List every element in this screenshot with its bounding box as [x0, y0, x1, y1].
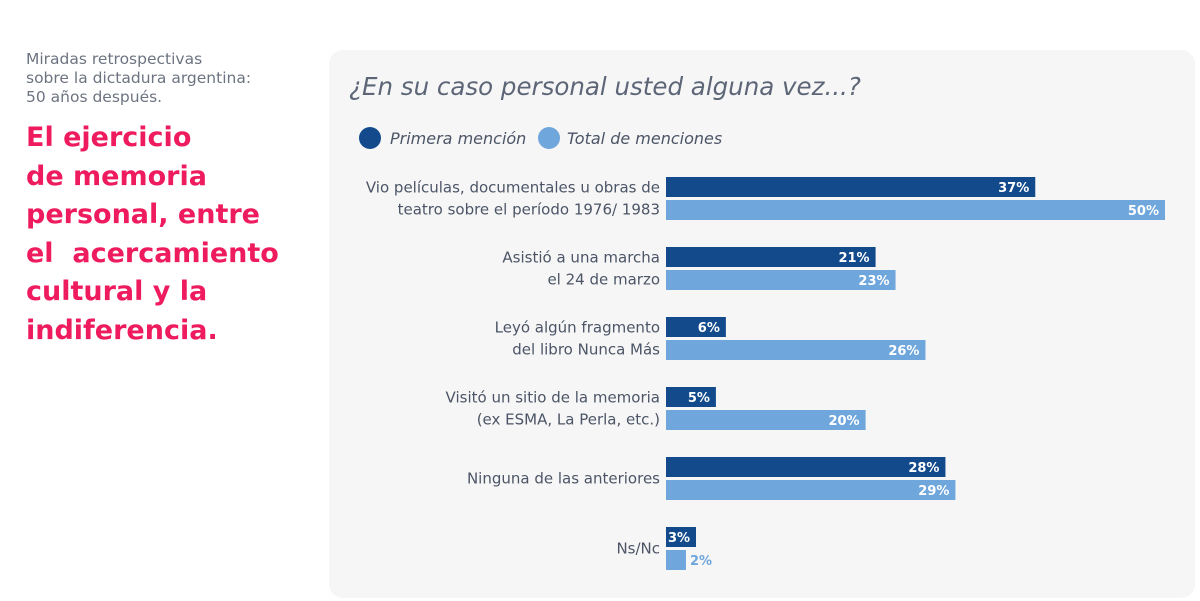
headline-line: El ejercicio — [26, 122, 192, 153]
chart: ¿En su caso personal usted alguna vez...… — [349, 72, 1165, 570]
bar-primera-mencion — [666, 177, 1036, 197]
category-label: Vio películas, documentales u obras de — [366, 179, 660, 197]
kicker-text: Miradas retrospectivas sobre la dictadura… — [26, 50, 316, 107]
bars-group: Vio películas, documentales u obras de te… — [366, 177, 1165, 570]
category-label: el 24 de marzo — [547, 271, 660, 289]
headline-line: cultural y la — [26, 276, 208, 307]
bar-primera-mencion — [666, 247, 876, 267]
headline: El ejercicio de memoria personal, entre el … — [26, 119, 316, 350]
kicker-line: Miradas retrospectivas — [26, 50, 203, 68]
legend-label-primera: Primera mención — [390, 129, 526, 148]
legend-swatch-total — [538, 127, 560, 149]
data-label-primera: 6% — [698, 321, 720, 336]
left-panel: Miradas retrospectivas sobre la dictadura… — [26, 50, 316, 350]
kicker-line: sobre la dictadura argentina: — [26, 69, 252, 87]
data-label-primera: 21% — [838, 251, 869, 266]
headline-line: indiferencia. — [26, 314, 218, 346]
legend-label-total: Total de menciones — [567, 129, 722, 148]
data-label-primera: 3% — [668, 531, 690, 546]
category-label: Ninguna de las anteriores — [467, 470, 660, 488]
chart-title: ¿En su caso personal usted alguna vez...… — [349, 72, 861, 101]
category-label: Asistió a una marcha — [502, 249, 660, 267]
category-label: Visitó un sitio de la memoria — [446, 389, 660, 407]
data-label-total: 2% — [690, 554, 712, 569]
bar-total-menciones — [666, 270, 896, 290]
bar-primera-mencion — [666, 387, 716, 407]
category-label: (ex ESMA, La Perla, etc.) — [477, 411, 660, 429]
data-label-total: 26% — [888, 344, 919, 359]
data-label-total: 23% — [858, 274, 889, 289]
kicker-line: 50 años después. — [26, 88, 163, 106]
headline-line: de memoria — [26, 160, 207, 192]
bar-total-menciones — [666, 480, 956, 500]
headline-line: el acercamiento — [26, 237, 279, 269]
bar-total-menciones — [666, 550, 686, 570]
data-label-total: 29% — [918, 484, 949, 499]
category-label: teatro sobre el período 1976/ 1983 — [398, 201, 660, 219]
data-label-primera: 28% — [908, 461, 939, 476]
data-label-total: 20% — [828, 414, 859, 429]
legend-swatch-primera — [359, 127, 381, 149]
bar-total-menciones — [666, 410, 866, 430]
data-label-total: 50% — [1128, 204, 1159, 219]
bar-total-menciones — [666, 200, 1165, 220]
category-label: Leyó algún fragmento — [495, 319, 660, 337]
data-label-primera: 5% — [688, 391, 710, 406]
legend: Primera mención Total de menciones — [359, 127, 722, 149]
bar-total-menciones — [666, 340, 926, 360]
category-label: del libro Nunca Más — [512, 341, 660, 359]
bar-primera-mencion — [666, 457, 946, 477]
headline-line: personal, entre — [26, 199, 260, 230]
category-label: Ns/Nc — [616, 540, 660, 558]
chart-card: ¿En su caso personal usted alguna vez...… — [329, 50, 1195, 598]
data-label-primera: 37% — [998, 181, 1029, 196]
bar-primera-mencion — [666, 317, 726, 337]
bar-primera-mencion — [666, 527, 696, 547]
